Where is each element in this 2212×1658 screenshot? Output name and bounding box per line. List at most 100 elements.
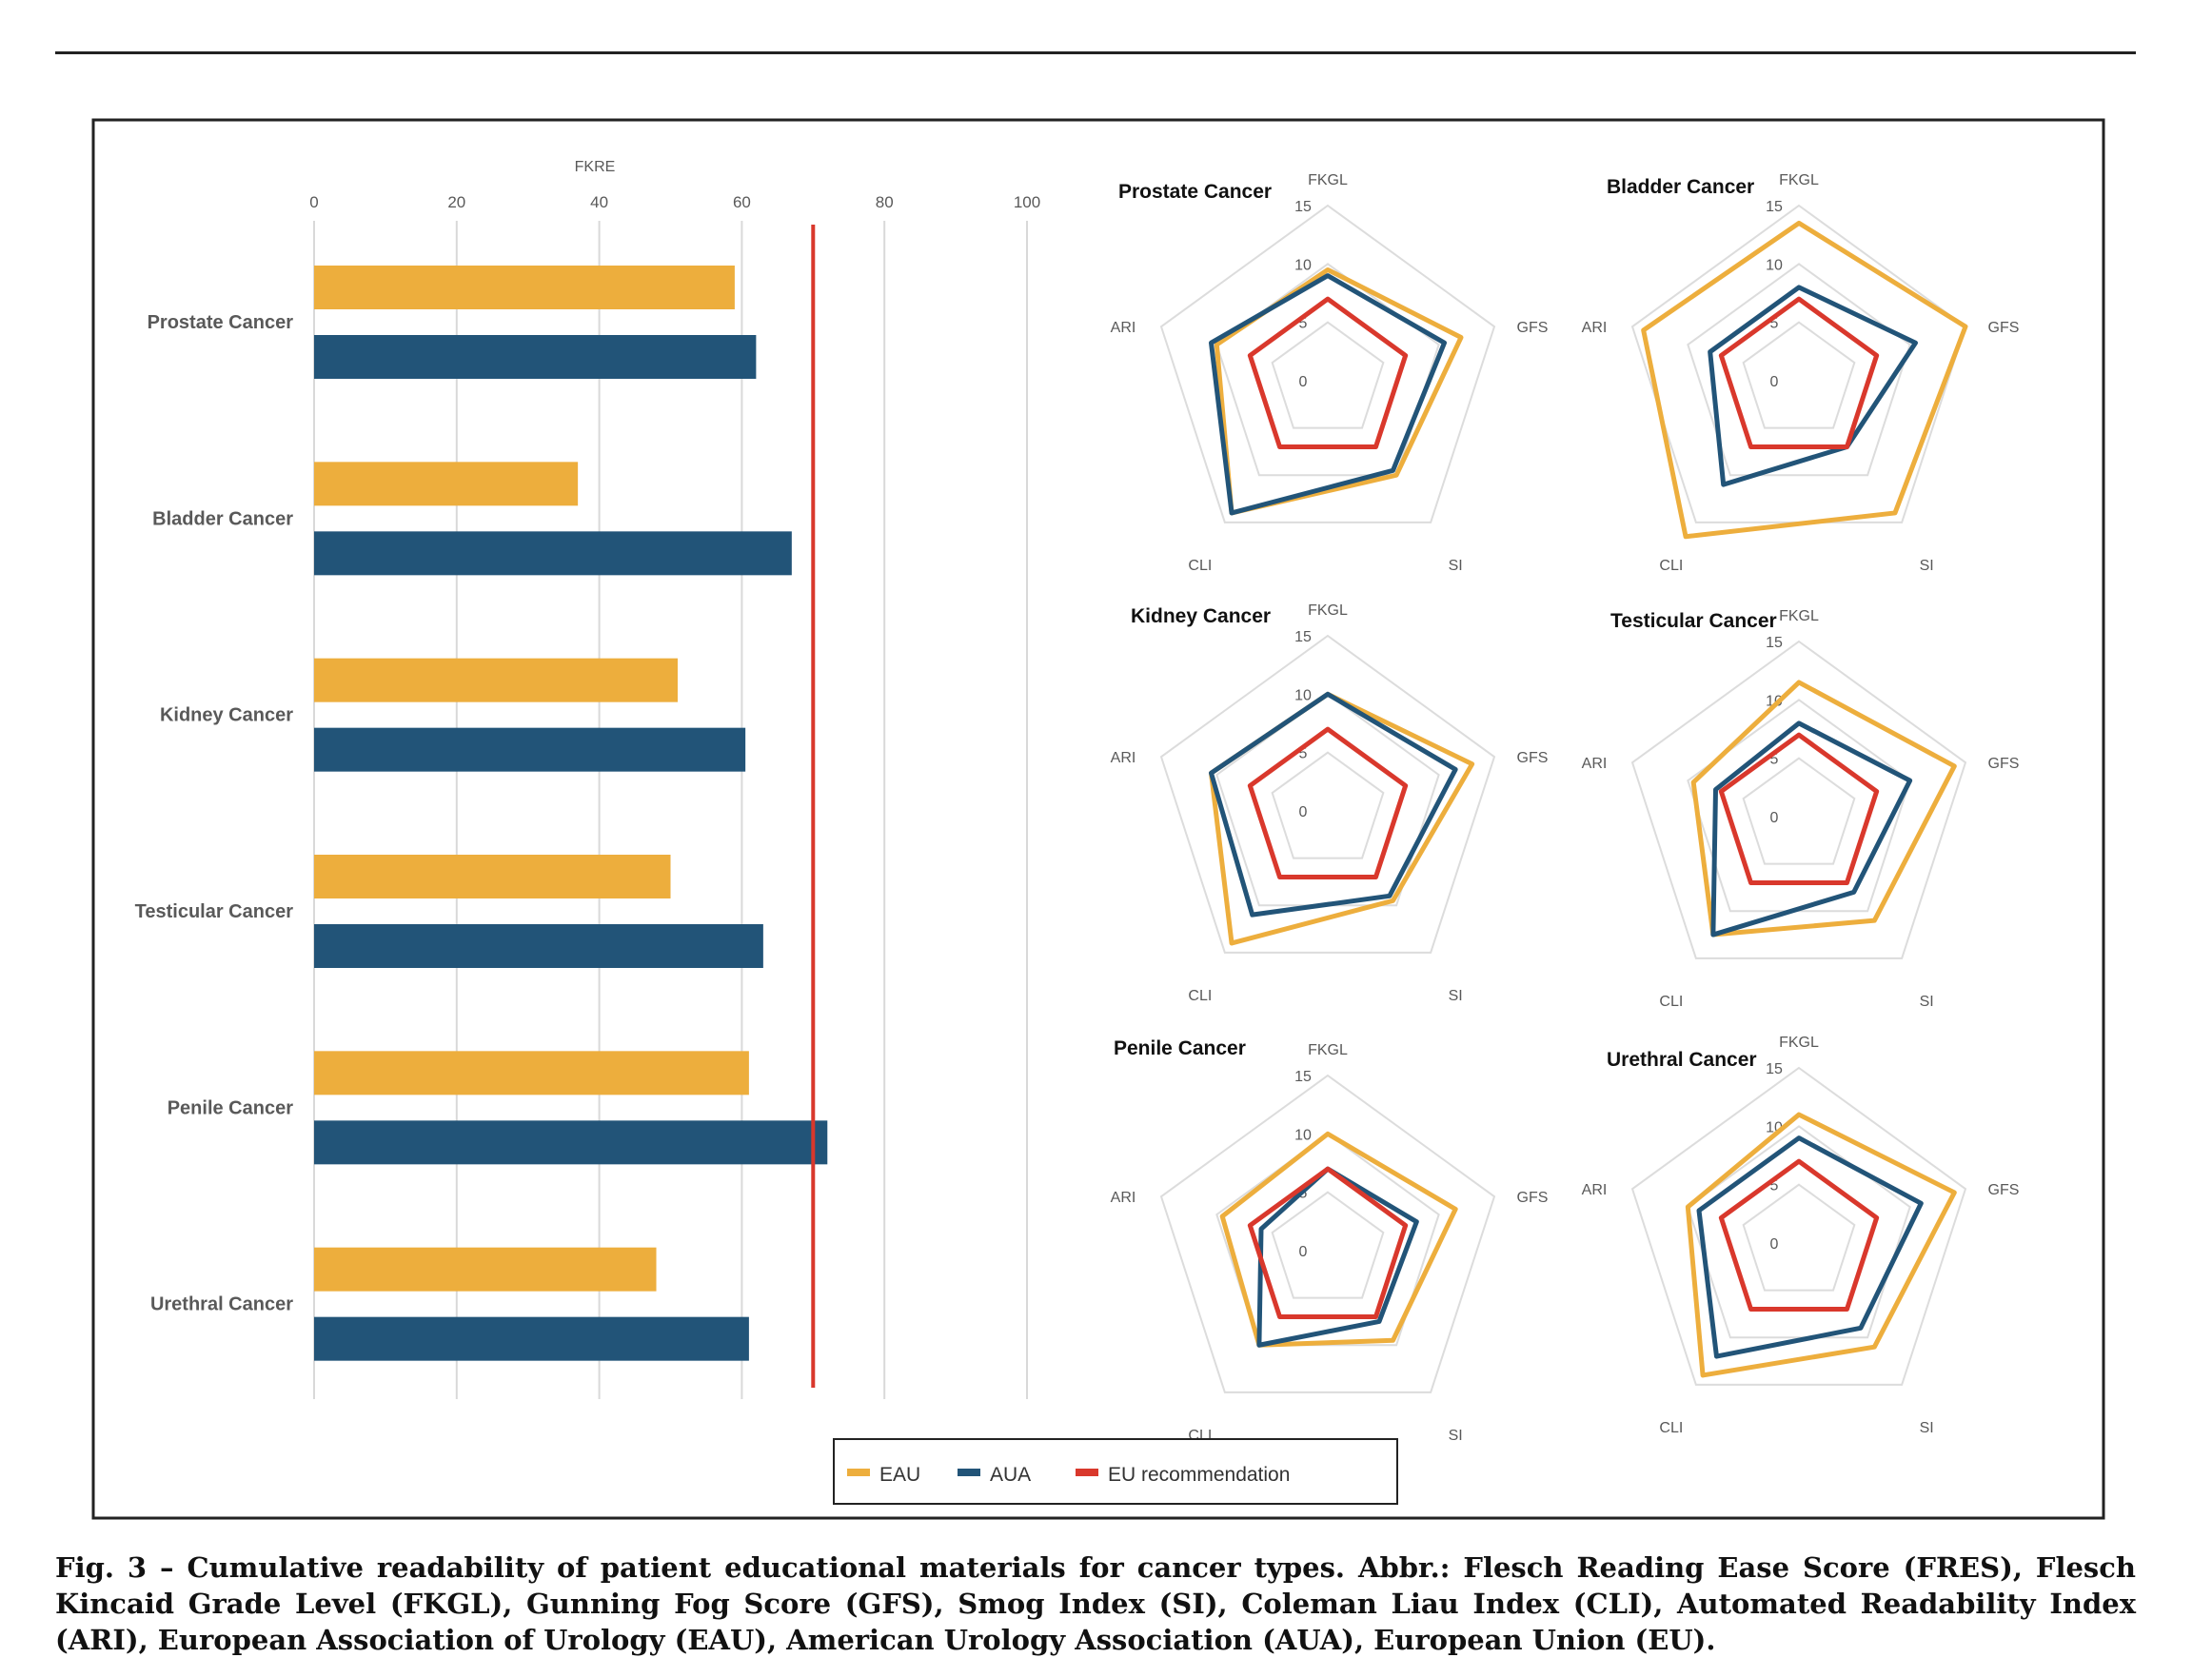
bar-eau-kidney-cancer bbox=[314, 658, 678, 702]
radar-title: Bladder Cancer bbox=[1607, 176, 1754, 198]
radar-series-eau bbox=[1641, 220, 1968, 540]
radar-testicular-cancer: 0 5 10 15 FKGL GFS SI CLI ARI Testicular Cancer bbox=[1582, 608, 2020, 1010]
radar-axis-label-ari: ARI bbox=[1582, 756, 1608, 772]
bar-aua-urethral-cancer bbox=[314, 1316, 749, 1361]
radar-grid-ring bbox=[1271, 321, 1385, 429]
radar-r-tick: 0 bbox=[1299, 374, 1308, 390]
bar-aua-bladder-cancer bbox=[314, 531, 792, 576]
radar-series-aua bbox=[1209, 691, 1458, 918]
radar-series-eu-recommendation bbox=[1718, 296, 1880, 449]
radar-r-tick: 15 bbox=[1766, 635, 1783, 651]
radar-series-eau bbox=[1219, 1131, 1458, 1348]
radar-axis-label-cli: CLI bbox=[1188, 558, 1212, 574]
radar-r-tick: 10 bbox=[1766, 257, 1783, 273]
bar-eau-penile-cancer bbox=[314, 1051, 749, 1095]
radar-r-tick: 15 bbox=[1766, 1061, 1783, 1077]
legend-box bbox=[833, 1438, 1398, 1505]
x-tick-label: 40 bbox=[590, 193, 608, 211]
radar-axis-label-cli: CLI bbox=[1659, 558, 1683, 574]
radar-r-tick: 10 bbox=[1294, 687, 1312, 703]
radar-series-eu-recommendation bbox=[1718, 732, 1880, 885]
radar-grid-ring bbox=[1159, 1074, 1496, 1393]
radar-r-tick: 15 bbox=[1766, 199, 1783, 215]
radar-r-tick: 15 bbox=[1294, 199, 1312, 215]
x-tick-label: 80 bbox=[876, 193, 894, 211]
radar-r-tick: 0 bbox=[1770, 374, 1779, 390]
radar-grid-ring bbox=[1630, 640, 1967, 959]
radar-r-tick: 5 bbox=[1299, 316, 1308, 332]
radar-grid-ring bbox=[1215, 1133, 1440, 1347]
radar-axis-label-gfs: GFS bbox=[1988, 756, 2020, 772]
radar-series-eau bbox=[1690, 680, 1957, 938]
radar-axis-label-ari: ARI bbox=[1582, 320, 1608, 336]
radar-series-eau bbox=[1685, 1112, 1957, 1378]
radar-bladder-cancer: 0 5 10 15 FKGL GFS SI CLI ARI Bladder Cancer bbox=[1582, 172, 2020, 574]
category-label: Penile Cancer bbox=[168, 1097, 294, 1118]
radar-axis-label-fkgl: FKGL bbox=[1308, 1042, 1348, 1058]
radar-r-tick: 0 bbox=[1299, 1244, 1308, 1260]
category-label: Bladder Cancer bbox=[152, 508, 293, 529]
bar-eau-urethral-cancer bbox=[314, 1247, 657, 1292]
radar-r-tick: 5 bbox=[1770, 316, 1779, 332]
header-rule bbox=[55, 51, 2136, 54]
legend-label-eau: EAU bbox=[879, 1464, 920, 1486]
category-label: Kidney Cancer bbox=[160, 705, 293, 726]
radar-axis-label-gfs: GFS bbox=[1988, 1182, 2020, 1198]
radar-r-tick: 15 bbox=[1294, 629, 1312, 645]
radar-series-eu-recommendation bbox=[1247, 726, 1409, 879]
legend: EAU AUA EU recommendation bbox=[833, 1438, 1398, 1505]
radar-grid-ring bbox=[1742, 1183, 1856, 1292]
radar-axis-label-fkgl: FKGL bbox=[1308, 172, 1348, 188]
radar-axis-label-fkgl: FKGL bbox=[1779, 608, 1819, 624]
bar-eau-testicular-cancer bbox=[314, 855, 671, 898]
radar-axis-label-ari: ARI bbox=[1111, 1190, 1136, 1206]
legend-swatch-eu-recommendation bbox=[1076, 1469, 1098, 1476]
radar-series-aua bbox=[1256, 1166, 1419, 1348]
x-tick-label: 0 bbox=[309, 193, 318, 211]
radar-axis-label-ari: ARI bbox=[1582, 1182, 1608, 1198]
radar-grid-ring bbox=[1159, 204, 1496, 523]
radar-r-tick: 5 bbox=[1770, 1178, 1779, 1194]
radar-r-tick: 0 bbox=[1299, 804, 1308, 820]
radar-title: Kidney Cancer bbox=[1131, 605, 1271, 627]
legend-label-aua: AUA bbox=[990, 1464, 1031, 1486]
radar-axis-label-cli: CLI bbox=[1659, 1420, 1683, 1436]
radar-grid-ring bbox=[1742, 757, 1856, 865]
x-axis-title: FKRE bbox=[575, 159, 616, 175]
radar-r-tick: 5 bbox=[1770, 752, 1779, 768]
bar-eau-prostate-cancer bbox=[314, 266, 735, 309]
radar-series-eau bbox=[1214, 266, 1464, 516]
radar-grid-ring bbox=[1271, 751, 1385, 859]
radar-title: Penile Cancer bbox=[1114, 1037, 1246, 1059]
bar-chart: 0 20 40 60 80 100 FKRE Prostate Cancer Bladder C… bbox=[135, 159, 1040, 1399]
radar-grid-ring bbox=[1271, 1191, 1385, 1299]
radar-axis-label-si: SI bbox=[1449, 988, 1463, 1004]
radar-axis-label-si: SI bbox=[1920, 994, 1934, 1010]
radar-series-eu-recommendation bbox=[1247, 296, 1409, 449]
radar-axis-label-cli: CLI bbox=[1188, 988, 1212, 1004]
bar-aua-prostate-cancer bbox=[314, 335, 757, 379]
radar-axis-label-gfs: GFS bbox=[1517, 750, 1549, 766]
radar-kidney-cancer: 0 5 10 15 FKGL GFS SI CLI ARI Kidney Cancer bbox=[1111, 602, 1549, 1004]
bar-eau-bladder-cancer bbox=[314, 462, 579, 506]
radar-prostate-cancer: 0 5 10 15 FKGL GFS SI CLI ARI Prostate Cancer bbox=[1111, 172, 1549, 574]
legend-swatch-eau bbox=[847, 1469, 870, 1476]
radar-axis-label-ari: ARI bbox=[1111, 750, 1136, 766]
radar-charts: 0 5 10 15 FKGL GFS SI CLI ARI Prostate Cancer 0 5 10… bbox=[1111, 172, 2020, 1444]
radar-title: Testicular Cancer bbox=[1610, 610, 1777, 632]
radar-series-aua bbox=[1708, 285, 1918, 487]
radar-r-tick: 10 bbox=[1766, 693, 1783, 709]
radar-r-tick: 0 bbox=[1770, 1236, 1779, 1253]
radar-r-tick: 0 bbox=[1770, 810, 1779, 826]
x-tick-label: 60 bbox=[733, 193, 751, 211]
category-label: Prostate Cancer bbox=[148, 312, 294, 333]
legend-label-eu-recommendation: EU recommendation bbox=[1108, 1464, 1290, 1486]
radar-axis-label-gfs: GFS bbox=[1988, 320, 2020, 336]
radar-axis-label-si: SI bbox=[1920, 558, 1934, 574]
x-tick-label: 100 bbox=[1014, 193, 1040, 211]
radar-r-tick: 10 bbox=[1294, 1127, 1312, 1143]
radar-title: Prostate Cancer bbox=[1118, 181, 1272, 203]
radar-axis-label-gfs: GFS bbox=[1517, 1190, 1549, 1206]
radar-axis-label-gfs: GFS bbox=[1517, 320, 1549, 336]
